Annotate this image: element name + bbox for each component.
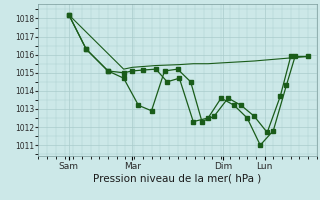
X-axis label: Pression niveau de la mer( hPa ): Pression niveau de la mer( hPa ): [93, 173, 262, 183]
